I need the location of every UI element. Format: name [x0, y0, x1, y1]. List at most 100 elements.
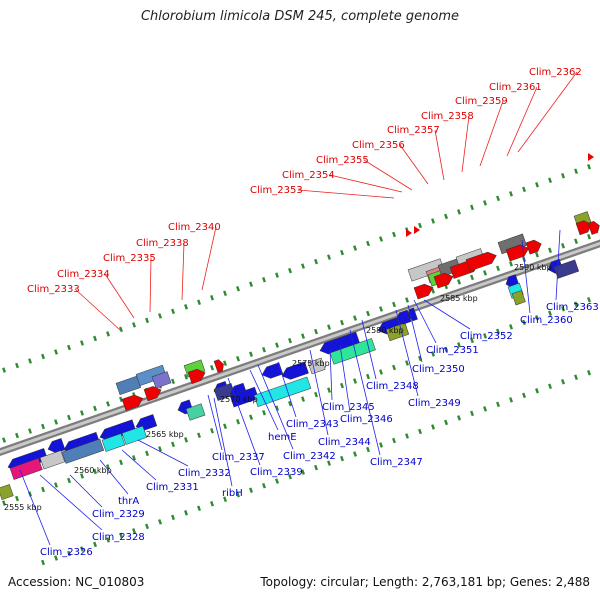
- track-dot: [262, 346, 266, 353]
- forward-gene: [151, 371, 172, 389]
- track-dot: [548, 383, 552, 390]
- track-dot: [561, 243, 565, 249]
- reverse-gene: [261, 362, 284, 379]
- track-dot: [275, 342, 279, 348]
- track-dot: [444, 346, 448, 353]
- track-dot: [262, 482, 266, 489]
- reverse-gene-label: ribH: [222, 488, 243, 499]
- track-dot: [197, 505, 201, 512]
- forward-gene: [433, 272, 454, 289]
- track-dot: [340, 382, 344, 389]
- reverse-gene-label: Clim_2346: [340, 414, 393, 425]
- forward-gene: [587, 220, 600, 235]
- reverse-leader-line: [69, 474, 103, 508]
- outer-dots-1: [2, 163, 591, 373]
- track-dot: [171, 378, 175, 385]
- track-dot: [457, 415, 461, 421]
- scale-tick-label: 2585 kbp: [440, 294, 478, 303]
- reverse-gene: [511, 290, 526, 306]
- accession-text: Accession: NC_010803: [8, 575, 145, 589]
- forward-gene-label: Clim_2338: [136, 238, 189, 249]
- track-dot: [314, 391, 318, 398]
- reverse-gene: [281, 361, 309, 380]
- track-dot: [15, 362, 19, 369]
- forward-gene-label: Clim_2340: [168, 222, 221, 233]
- track-dot: [171, 514, 175, 521]
- track-dot: [314, 328, 318, 335]
- track-dot: [587, 233, 591, 240]
- track-dot: [353, 245, 357, 251]
- forward-gene-label: Clim_2333: [27, 284, 80, 295]
- forward-gene: [187, 368, 206, 384]
- reverse-gene-label: Clim_2337: [212, 452, 265, 463]
- track-dot: [28, 428, 32, 434]
- reverse-gene: [553, 259, 580, 279]
- track-dot: [574, 238, 578, 244]
- track-dot: [119, 396, 123, 403]
- track-dot: [41, 486, 45, 493]
- reverse-gene-label: Clim_2343: [286, 419, 339, 430]
- forward-gene: [115, 375, 142, 395]
- forward-gene: [413, 283, 434, 300]
- track-dot: [80, 546, 84, 552]
- reverse-gene-label: Clim_2348: [366, 381, 419, 392]
- track-dot: [548, 177, 552, 184]
- reverse-gene: [39, 450, 66, 470]
- reverse-gene: [99, 419, 137, 441]
- track-dot: [366, 310, 370, 317]
- track-dot: [327, 387, 331, 393]
- reverse-gene: [329, 338, 376, 365]
- track-dot: [106, 537, 110, 543]
- scale-tick-label: 2570 kbp: [220, 395, 258, 404]
- track-dot: [405, 433, 409, 439]
- track-dot: [535, 252, 539, 258]
- track-dot: [392, 437, 396, 444]
- forward-gene: [121, 394, 144, 411]
- reverse-gene-label: Clim_2351: [426, 345, 479, 356]
- track-dot: [561, 173, 565, 179]
- reverse-gene-label: Clim_2329: [92, 509, 145, 520]
- track-dot: [67, 550, 71, 557]
- reverse-leader-line: [555, 229, 561, 301]
- reverse-gene: [121, 425, 148, 445]
- track-dot: [431, 218, 435, 224]
- track-dot: [236, 418, 240, 425]
- track-dot: [288, 267, 292, 274]
- track-dot: [106, 464, 110, 470]
- forward-gene-label: Clim_2357: [387, 125, 440, 136]
- track-dot: [509, 261, 513, 267]
- track-dot: [509, 191, 513, 197]
- reverse-gene-label: Clim_2328: [92, 532, 145, 543]
- track-dot: [392, 301, 396, 308]
- track-dot: [431, 351, 435, 357]
- reverse-gene: [101, 433, 126, 452]
- forward-gene: [413, 283, 434, 300]
- track-dot: [535, 315, 539, 321]
- forward-small-feature: [406, 229, 412, 237]
- forward-gene: [433, 272, 454, 289]
- track-dot: [470, 410, 474, 417]
- track-dot: [288, 473, 292, 480]
- reverse-leader-line: [277, 361, 297, 418]
- forward-gene-label: Clim_2354: [282, 170, 335, 181]
- forward-gene: [465, 251, 497, 272]
- track-dot: [314, 258, 318, 265]
- track-dot: [106, 401, 110, 407]
- forward-gene: [115, 375, 142, 395]
- track-dot: [275, 272, 279, 278]
- track-dot: [301, 333, 305, 339]
- forward-leader-line: [181, 242, 185, 301]
- track-dot: [379, 442, 383, 448]
- dotted-guide-tracks: [2, 163, 591, 566]
- forward-leader-line: [329, 174, 403, 193]
- reverse-gene-label: Clim_2363: [546, 302, 599, 313]
- track-dot: [418, 222, 422, 229]
- reverse-leader-line: [39, 474, 103, 531]
- track-dot: [483, 200, 487, 206]
- track-dot: [509, 397, 513, 403]
- map-title: Chlorobium limicola DSM 245, complete ge…: [140, 9, 460, 24]
- forward-gene-label: Clim_2355: [316, 155, 369, 166]
- track-dot: [236, 285, 240, 292]
- forward-leader-line: [363, 159, 413, 191]
